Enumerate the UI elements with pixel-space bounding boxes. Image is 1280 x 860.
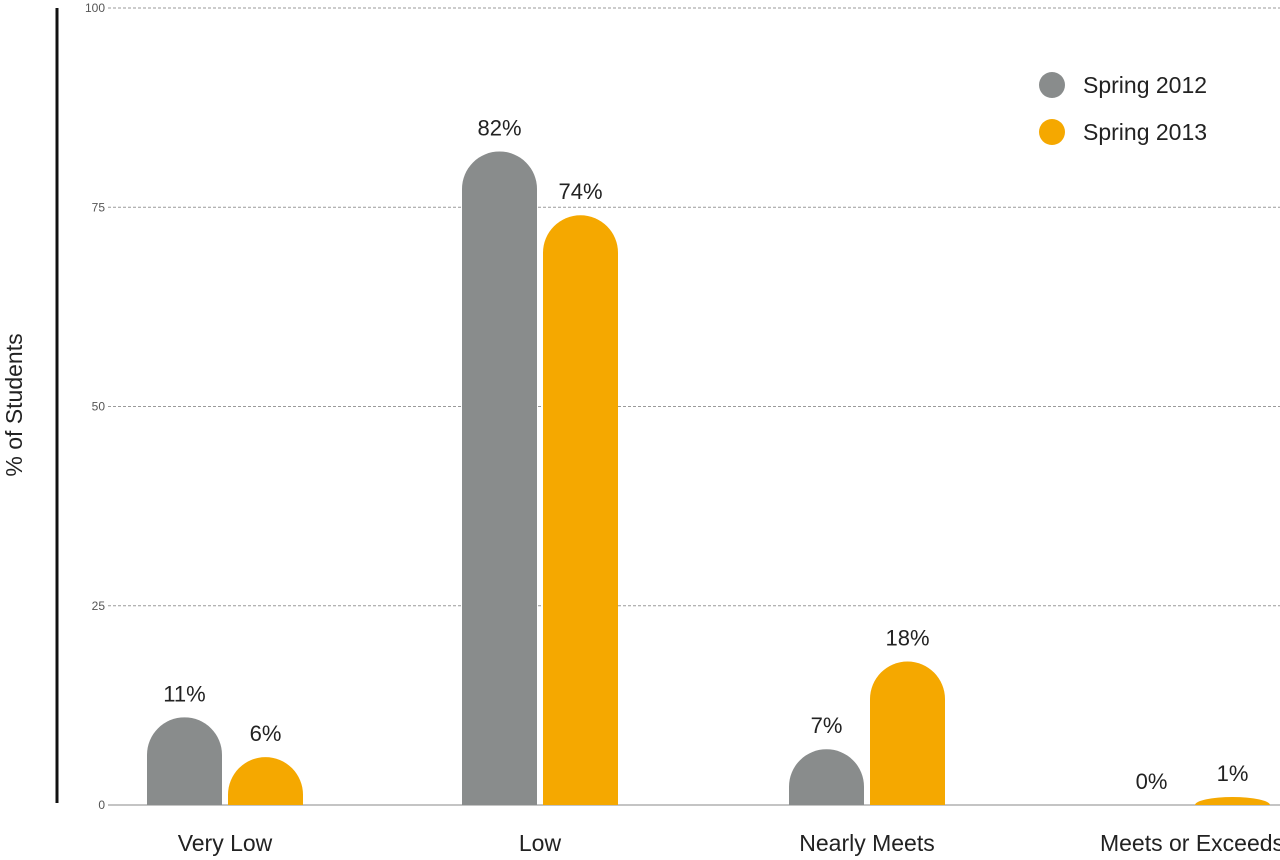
data-label: 1% bbox=[1217, 761, 1249, 786]
bar-spring-2013-low bbox=[543, 215, 618, 806]
data-label: 0% bbox=[1136, 769, 1168, 794]
y-tick-label: 25 bbox=[92, 599, 106, 613]
legend-label: Spring 2013 bbox=[1083, 119, 1207, 145]
y-axis-title: % of Students bbox=[1, 333, 27, 476]
legend-label: Spring 2012 bbox=[1083, 72, 1207, 98]
x-category-label: Nearly Meets bbox=[799, 830, 934, 856]
legend-swatch bbox=[1039, 72, 1065, 98]
x-category-label: Very Low bbox=[178, 830, 273, 856]
data-label: 82% bbox=[477, 115, 521, 140]
y-tick-label: 50 bbox=[92, 400, 106, 414]
bars bbox=[147, 151, 1270, 806]
x-category-label: Meets or Exceeds bbox=[1100, 830, 1280, 856]
data-label: 18% bbox=[885, 626, 929, 651]
y-tick-label: 0 bbox=[98, 798, 105, 812]
data-label: 74% bbox=[558, 179, 602, 204]
data-label: 6% bbox=[250, 721, 282, 746]
bar-spring-2012-very-low bbox=[147, 717, 222, 805]
data-label: 11% bbox=[163, 681, 205, 706]
bar-spring-2013-very-low bbox=[228, 757, 303, 805]
data-labels: 11% 6% 82% 74% 7% 18% 0% 1% bbox=[163, 115, 1248, 794]
gridlines: 0 25 50 75 100 bbox=[85, 1, 1280, 812]
bar-spring-2012-nearly-meets bbox=[789, 749, 864, 805]
y-tick-label: 100 bbox=[85, 1, 105, 15]
axes: % of Students bbox=[1, 8, 59, 803]
bar-spring-2013-nearly-meets bbox=[870, 661, 945, 805]
category-labels: Very Low Low Nearly Meets Meets or Exceeds bbox=[178, 830, 1280, 856]
y-tick-label: 75 bbox=[92, 200, 106, 214]
legend: Spring 2012 Spring 2013 bbox=[1039, 72, 1207, 145]
bar-spring-2012-low bbox=[462, 151, 537, 805]
x-category-label: Low bbox=[519, 830, 562, 856]
bar-spring-2013-meets-or-exceeds bbox=[1195, 797, 1270, 805]
legend-swatch bbox=[1039, 119, 1065, 145]
data-label: 7% bbox=[811, 713, 843, 738]
